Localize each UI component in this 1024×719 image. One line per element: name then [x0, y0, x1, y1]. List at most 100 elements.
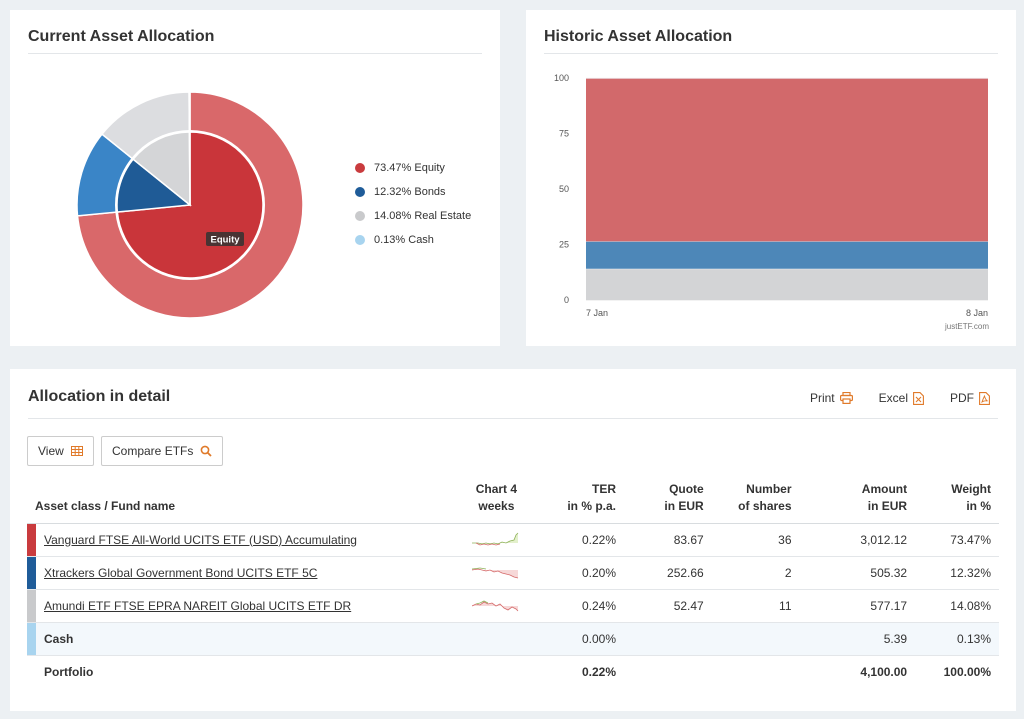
asset-color-bar-empty [27, 655, 36, 688]
table-row: Amundi ETF FTSE EPRA NAREIT Global UCITS… [27, 589, 999, 623]
legend-dot [355, 163, 365, 173]
view-button[interactable]: View [27, 436, 94, 466]
weight-cell: 12.32% [915, 556, 999, 590]
asset-color-bar [27, 556, 36, 590]
historic-area-chart: 0 25 50 75 100 7 Jan 8 Jan justETF.com [554, 73, 989, 331]
weight-cell: 0.13% [915, 622, 999, 656]
shares-cell: 36 [711, 523, 800, 557]
weight-cell: 73.47% [915, 523, 999, 557]
sparkline-cell-empty [464, 622, 529, 656]
allocation-detail-card: Allocation in detail Print Excel PDF Vie… [10, 369, 1016, 711]
pdf-button[interactable]: PDF [950, 391, 990, 405]
fund-name-cell: Vanguard FTSE All-World UCITS ETF (USD) … [36, 523, 465, 557]
empty-cell [712, 655, 800, 688]
total-amount-cell: 4,100.00 [860, 664, 908, 679]
printer-icon [839, 392, 853, 404]
print-button[interactable]: Print [810, 391, 853, 405]
amount-cell: 577.17 [799, 589, 916, 623]
compare-label: Compare ETFs [112, 444, 194, 458]
legend-item-equity[interactable]: 73.47% Equity [355, 156, 471, 180]
export-links: Print Excel PDF [810, 391, 990, 405]
shares-cell: 2 [711, 556, 800, 590]
chart-credit: justETF.com [944, 322, 989, 331]
divider [28, 418, 998, 419]
compare-etfs-button[interactable]: Compare ETFs [101, 436, 224, 466]
legend-item-cash[interactable]: 0.13% Cash [355, 228, 471, 252]
ter-cell: 0.24% [528, 589, 625, 623]
fund-name-cell: Xtrackers Global Government Bond UCITS E… [36, 556, 465, 590]
table-row: Vanguard FTSE All-World UCITS ETF (USD) … [27, 523, 999, 557]
allocation-legend: 73.47% Equity 12.32% Bonds 14.08% Real E… [355, 156, 471, 252]
weight-cell: 14.08% [915, 589, 999, 623]
y-tick-label: 75 [559, 129, 569, 139]
amount-cell: 3,012.12 [799, 523, 916, 557]
view-label: View [38, 444, 64, 458]
col-header-asset[interactable]: Asset class / Fund name [35, 498, 176, 513]
cash-label: Cash [36, 622, 465, 656]
empty-cell [624, 655, 712, 688]
legend-label: 73.47% Equity [374, 162, 445, 174]
area-series-real-estate[interactable] [586, 268, 988, 300]
pie-separator-ring [115, 130, 265, 280]
legend-label: 14.08% Real Estate [374, 210, 472, 222]
legend-dot [355, 187, 365, 197]
col-header-weight[interactable]: Weight in % [951, 481, 991, 513]
total-weight-cell: 100.00% [943, 664, 991, 679]
y-tick-label: 0 [564, 295, 569, 305]
sparkline [472, 532, 519, 545]
sparkline-cell[interactable] [464, 589, 529, 623]
col-header-amount[interactable]: Amount in EUR [861, 481, 908, 513]
divider [544, 53, 998, 54]
area-series-equity[interactable] [586, 78, 988, 242]
sparkline-cell[interactable] [464, 556, 529, 590]
pie-center-label: Equity [210, 235, 240, 246]
fund-link[interactable]: Vanguard FTSE All-World UCITS ETF (USD) … [44, 532, 357, 547]
legend-item-real-estate[interactable]: 14.08% Real Estate [355, 204, 471, 228]
current-allocation-title: Current Asset Allocation [28, 28, 215, 45]
legend-dot [355, 235, 365, 245]
legend-dot [355, 211, 365, 221]
asset-color-bar [27, 589, 36, 623]
pie-center-label-box: Equity [206, 232, 244, 246]
quote-cell: 252.66 [624, 556, 712, 590]
table-row-cash: Cash 0.00% 5.39 0.13% [27, 622, 999, 656]
excel-button[interactable]: Excel [879, 391, 924, 405]
asset-color-bar [27, 523, 36, 557]
pdf-file-icon [979, 391, 990, 405]
sparkline-cell-empty [464, 655, 528, 688]
table-row: Xtrackers Global Government Bond UCITS E… [27, 556, 999, 590]
legend-label: 0.13% Cash [374, 234, 434, 246]
search-icon [200, 445, 212, 457]
print-label: Print [809, 391, 835, 405]
portfolio-label: Portfolio [44, 664, 94, 679]
current-allocation-card: Current Asset Allocation Equity 73.47% E… [10, 10, 500, 346]
shares-cell: 11 [711, 589, 800, 623]
y-tick-label: 50 [559, 184, 569, 194]
quote-cell: 52.47 [624, 589, 712, 623]
historic-allocation-card: Historic Asset Allocation 0 25 50 75 100 7 J… [526, 10, 1016, 346]
fund-link[interactable]: Amundi ETF FTSE EPRA NAREIT Global UCITS… [44, 598, 352, 613]
legend-item-bonds[interactable]: 12.32% Bonds [355, 180, 471, 204]
legend-label: 12.32% Bonds [374, 186, 446, 198]
total-ter-cell: 0.22% [581, 664, 617, 679]
table-row-total: Portfolio 0.22% 4,100.00 100.00% [27, 655, 999, 688]
quote-cell: 83.67 [624, 523, 712, 557]
area-series-bonds[interactable] [586, 241, 988, 269]
sparkline [472, 600, 519, 611]
allocation-donut-chart: Equity [76, 91, 304, 319]
col-header-quote[interactable]: Quote in EUR [664, 481, 704, 513]
allocation-detail-title: Allocation in detail [28, 388, 171, 405]
pdf-label: PDF [950, 391, 974, 405]
col-header-chart: Chart 4 weeks [475, 481, 518, 513]
sparkline-cell[interactable] [464, 523, 529, 557]
allocation-table: Asset class / Fund name Chart 4 weeks TER… [27, 479, 999, 688]
historic-allocation-title: Historic Asset Allocation [544, 28, 733, 45]
pie-slice-inner-cash[interactable] [188, 131, 191, 206]
shares-cell [711, 622, 800, 656]
excel-file-icon [913, 391, 924, 405]
col-header-ter[interactable]: TER in % p.a. [567, 481, 617, 513]
fund-link[interactable]: Xtrackers Global Government Bond UCITS E… [44, 565, 318, 580]
col-header-shares[interactable]: Number of shares [738, 481, 792, 513]
amount-cell: 5.39 [799, 622, 916, 656]
pie-slice-inner-real-estate[interactable] [132, 131, 191, 207]
